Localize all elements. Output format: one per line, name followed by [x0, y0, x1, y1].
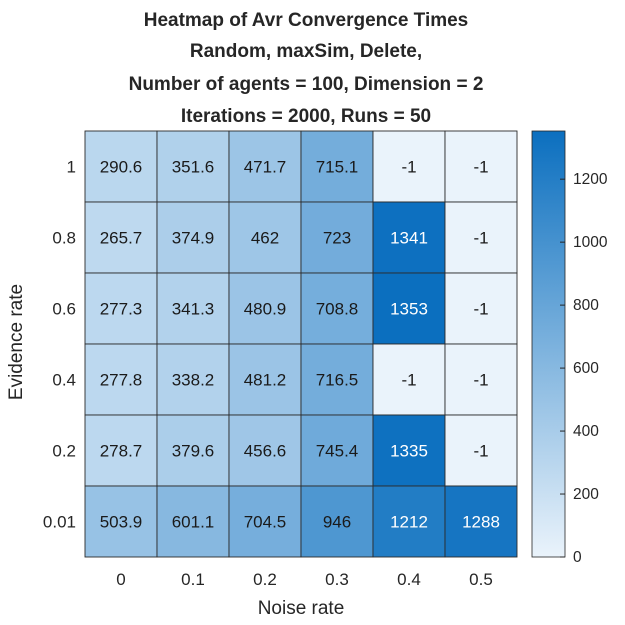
cell-value-label: 715.1: [316, 158, 359, 177]
y-tick-labels: 1 0.8 0.6 0.4 0.2 0.01: [43, 158, 76, 532]
heatmap-cell: [444, 130, 518, 203]
cell-value-label: 338.2: [172, 371, 215, 390]
heatmap-cell: [372, 414, 446, 487]
heatmap-cell: [156, 343, 230, 416]
cell-value-label: 277.8: [100, 371, 143, 390]
x-tick-label: 0.2: [253, 570, 277, 589]
colorbar-tick-label: 200: [573, 486, 599, 503]
heatmap-cell: [228, 130, 302, 203]
heatmap-cell: [156, 130, 230, 203]
heatmap-cell: [156, 201, 230, 274]
x-tick-label: 0.5: [469, 570, 493, 589]
cell-value-label: -1: [473, 158, 488, 177]
heatmap-cell: [372, 485, 446, 558]
heatmap-cell: [300, 130, 374, 203]
chart-title: Heatmap of Avr Convergence Times Random,…: [129, 10, 484, 127]
colorbar-gradient: [531, 130, 566, 558]
cell-value-label: 503.9: [100, 513, 143, 532]
colorbar-tick-label: 800: [573, 297, 599, 314]
colorbar-tick-label: 1200: [573, 171, 608, 188]
heatmap-cell: [300, 414, 374, 487]
cell-value-label: 456.6: [244, 442, 287, 461]
cell-value-label: 1335: [390, 442, 428, 461]
heatmap-cell: [84, 485, 158, 558]
heatmap-cell: [444, 201, 518, 274]
cell-value-label: 704.5: [244, 513, 287, 532]
cell-value-label: -1: [473, 442, 488, 461]
cell-value-label: 278.7: [100, 442, 143, 461]
cell-value-label: 723: [323, 229, 351, 248]
cell-value-label: 341.3: [172, 300, 215, 319]
heatmap-cell: [300, 343, 374, 416]
colorbar-ticks: 0 200 400 600 800 1000 1200: [560, 171, 608, 566]
heatmap-cell: [84, 343, 158, 416]
cell-value-label: 946: [323, 513, 351, 532]
colorbar: 0 200 400 600 800 1000 1200: [531, 130, 608, 566]
cell-value-label: 1341: [390, 229, 428, 248]
heatmap-cell: [84, 414, 158, 487]
heatmap-cell-labels: 290.6 351.6 471.7 715.1 -1 -1 265.7 374.9 462 723…: [100, 158, 500, 532]
title-line-3: Number of agents = 100, Dimension = 2: [129, 74, 484, 95]
cell-value-label: 708.8: [316, 300, 359, 319]
title-line-4: Iterations = 2000, Runs = 50: [181, 106, 431, 127]
y-tick-label: 0.6: [52, 300, 76, 319]
cell-value-label: 1288: [462, 513, 500, 532]
x-tick-label: 0: [116, 570, 125, 589]
title-line-1: Heatmap of Avr Convergence Times: [144, 10, 469, 31]
heatmap-cell: [228, 414, 302, 487]
heatmap-cell: [444, 485, 518, 558]
heatmap-cell: [300, 272, 374, 345]
y-tick-label: 0.01: [43, 513, 76, 532]
colorbar-tick-label: 1000: [573, 234, 608, 251]
cell-value-label: -1: [473, 371, 488, 390]
cell-value-label: 379.6: [172, 442, 215, 461]
cell-value-label: 716.5: [316, 371, 359, 390]
cell-value-label: 374.9: [172, 229, 215, 248]
cell-value-label: 290.6: [100, 158, 143, 177]
x-tick-label: 0.4: [397, 570, 421, 589]
cell-value-label: 745.4: [316, 442, 359, 461]
cell-value-label: 601.1: [172, 513, 215, 532]
heatmap-cell: [372, 130, 446, 203]
heatmap-cell: [444, 414, 518, 487]
y-tick-label: 0.2: [52, 442, 76, 461]
cell-value-label: 1353: [390, 300, 428, 319]
colorbar-tick-label: 600: [573, 360, 599, 377]
title-line-2: Random, maxSim, Delete,: [190, 41, 422, 62]
y-tick-label: 0.8: [52, 229, 76, 248]
heatmap-cell: [156, 272, 230, 345]
heatmap-cell: [84, 130, 158, 203]
x-axis-label: Noise rate: [258, 598, 345, 619]
heatmap-cells: [84, 130, 518, 558]
heatmap-cell: [372, 272, 446, 345]
cell-value-label: 480.9: [244, 300, 287, 319]
y-axis-label: Evidence rate: [6, 284, 27, 400]
cell-value-label: -1: [473, 229, 488, 248]
cell-value-label: 481.2: [244, 371, 287, 390]
cell-value-label: 1212: [390, 513, 428, 532]
heatmap-cell: [300, 485, 374, 558]
cell-value-label: -1: [401, 371, 416, 390]
x-tick-label: 0.1: [181, 570, 205, 589]
cell-value-label: 471.7: [244, 158, 287, 177]
cell-value-label: 351.6: [172, 158, 215, 177]
y-tick-label: 1: [67, 158, 76, 177]
heatmap-cell: [444, 343, 518, 416]
cell-value-label: -1: [401, 158, 416, 177]
heatmap-cell: [228, 343, 302, 416]
y-tick-label: 0.4: [52, 371, 76, 390]
x-tick-labels: 0 0.1 0.2 0.3 0.4 0.5: [116, 570, 493, 589]
heatmap-cell: [84, 272, 158, 345]
cell-value-label: 265.7: [100, 229, 143, 248]
heatmap-cell: [372, 343, 446, 416]
colorbar-tick-label: 400: [573, 423, 599, 440]
colorbar-tick-label: 0: [573, 549, 582, 566]
cell-value-label: 462: [251, 229, 279, 248]
cell-value-label: -1: [473, 300, 488, 319]
cell-value-label: 277.3: [100, 300, 143, 319]
x-tick-label: 0.3: [325, 570, 349, 589]
heatmap-cell: [300, 201, 374, 274]
heatmap-cell: [444, 272, 518, 345]
